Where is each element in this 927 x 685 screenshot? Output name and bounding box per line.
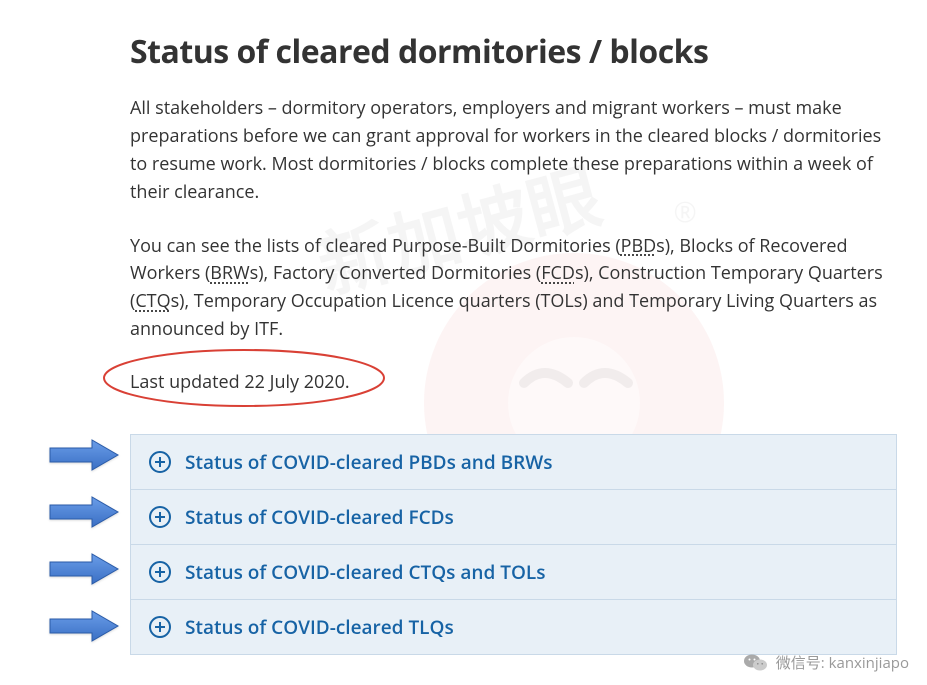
accordion-label: Status of COVID-cleared PBDs and BRWs: [185, 449, 553, 475]
abbr-brw: BRW: [210, 261, 249, 285]
abbr-pbd: PBD: [621, 234, 657, 258]
main-content: Status of cleared dormitories / blocks A…: [0, 0, 927, 685]
plus-circle-icon: [149, 451, 171, 473]
accordion-list: Status of COVID-cleared PBDs and BRWs St…: [130, 434, 897, 655]
plus-circle-icon: [149, 506, 171, 528]
wechat-account: kanxinjiapo: [829, 653, 909, 673]
accordion-label: Status of COVID-cleared CTQs and TOLs: [185, 559, 545, 585]
p2-text-5: s), Temporary Occupation Licence quarter…: [130, 289, 877, 341]
accordion-label: Status of COVID-cleared TLQs: [185, 614, 454, 640]
last-updated-text: Last updated 22 July 2020.: [130, 370, 350, 394]
plus-circle-icon: [149, 561, 171, 583]
accordion-item-fcds[interactable]: Status of COVID-cleared FCDs: [130, 490, 897, 545]
accordion-label: Status of COVID-cleared FCDs: [185, 504, 454, 530]
accordion-item-pbds-brws[interactable]: Status of COVID-cleared PBDs and BRWs: [130, 434, 897, 490]
page-title: Status of cleared dormitories / blocks: [130, 30, 897, 73]
intro-paragraph-1: All stakeholders – dormitory operators, …: [130, 95, 897, 207]
intro-paragraph-2: You can see the lists of cleared Purpose…: [130, 233, 897, 345]
accordion-item-tlqs[interactable]: Status of COVID-cleared TLQs: [130, 600, 897, 655]
p2-text-1: You can see the lists of cleared Purpose…: [130, 234, 621, 258]
accordion-item-ctqs-tols[interactable]: Status of COVID-cleared CTQs and TOLs: [130, 545, 897, 600]
abbr-fcd: FCD: [541, 261, 575, 285]
wechat-icon: [744, 653, 768, 673]
wechat-prefix: 微信号:: [776, 653, 829, 673]
p2-text-3: s), Factory Converted Dormitories (: [250, 261, 542, 285]
wechat-footer: 微信号: kanxinjiapo: [744, 652, 909, 673]
wechat-label: 微信号: kanxinjiapo: [776, 652, 909, 673]
plus-circle-icon: [149, 616, 171, 638]
abbr-ctq: CTQ: [135, 289, 170, 313]
